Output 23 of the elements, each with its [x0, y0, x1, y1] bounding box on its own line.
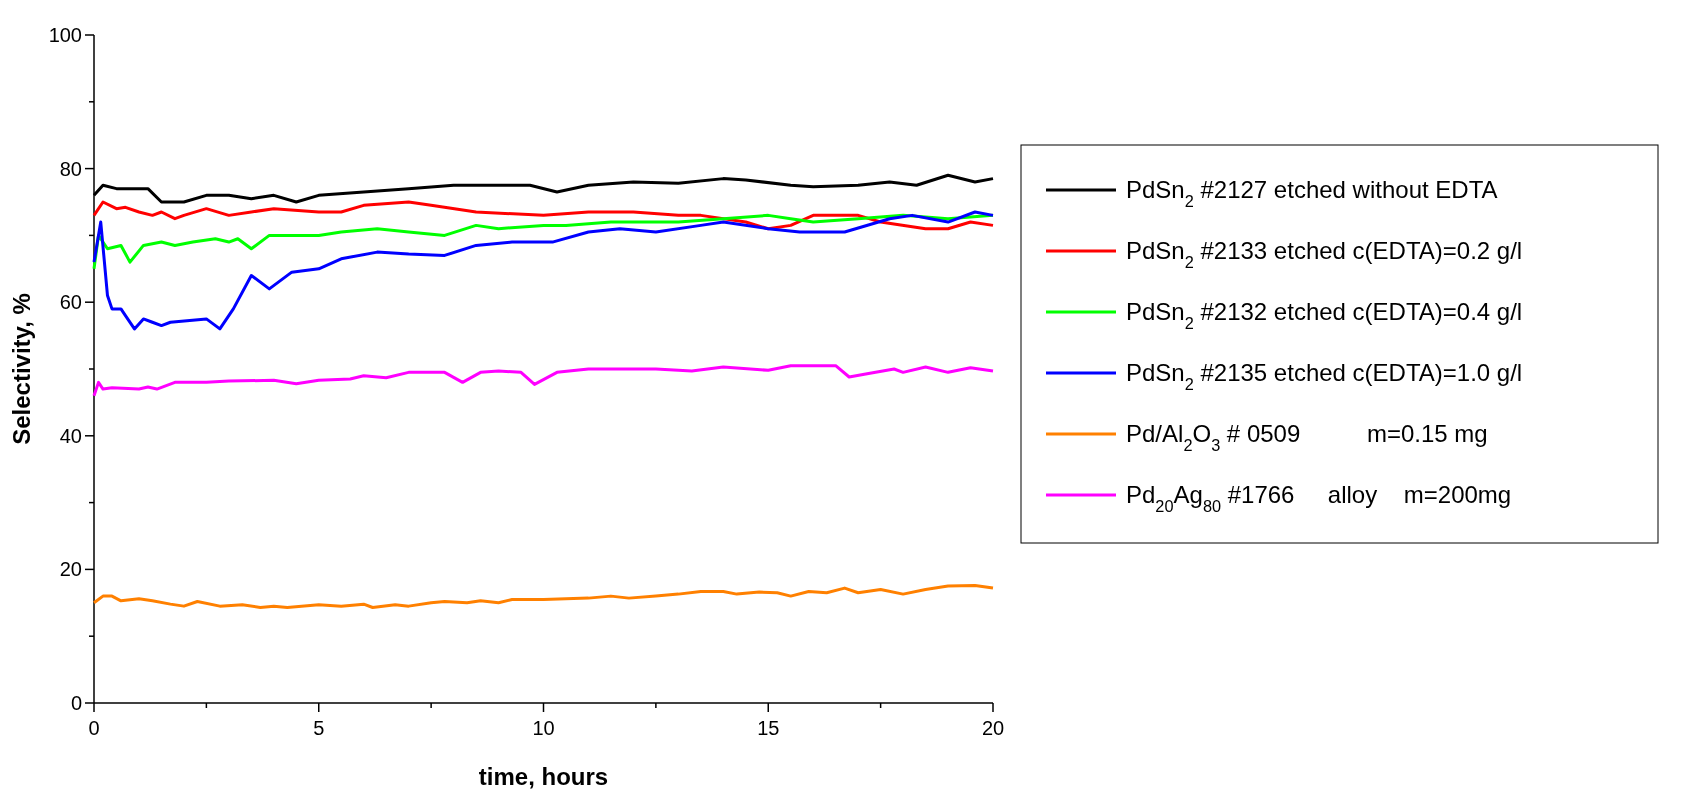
- line-series: [92, 210, 995, 331]
- y-tick-label: 80: [59, 157, 82, 180]
- legend-label: PdSn$_{2}$ #2135 etched c(EDTA)=1.0 g/l: [1126, 359, 1523, 394]
- legend-label: PdSn$_{2}$ #2133 etched c(EDTA)=0.2 g/l: [1126, 237, 1523, 272]
- x-axis-title: time, hours: [478, 763, 609, 790]
- y-tick-label: 0: [70, 692, 82, 714]
- y-tick-label: 40: [59, 424, 82, 447]
- legend-label: Pd$_{20}$Ag$_{80}$ #1766 alloy m=200mg: [1126, 481, 1512, 516]
- legend-label: PdSn$_{2}$ #2127 etched without EDTA: [1126, 176, 1498, 211]
- legend-label: Pd/Al$_{2}$O$_{3}$ # 0509 m=0.15 mg: [1126, 420, 1488, 455]
- x-tick-label: 10: [532, 717, 555, 739]
- y-tick-label: 100: [48, 24, 82, 46]
- x-tick-label: 5: [313, 717, 325, 739]
- line-series: [92, 200, 995, 231]
- y-axis-title: Selectivity, %: [8, 293, 35, 445]
- y-tick-label: 20: [59, 558, 82, 581]
- x-tick-label: 0: [88, 717, 100, 739]
- x-tick-label: 20: [981, 717, 1005, 739]
- line-series: [92, 364, 995, 398]
- line-series: [92, 583, 995, 609]
- y-tick-label: 60: [59, 291, 82, 314]
- legend-label: PdSn$_{2}$ #2132 etched c(EDTA)=0.4 g/l: [1126, 298, 1523, 333]
- x-tick-label: 15: [757, 717, 780, 739]
